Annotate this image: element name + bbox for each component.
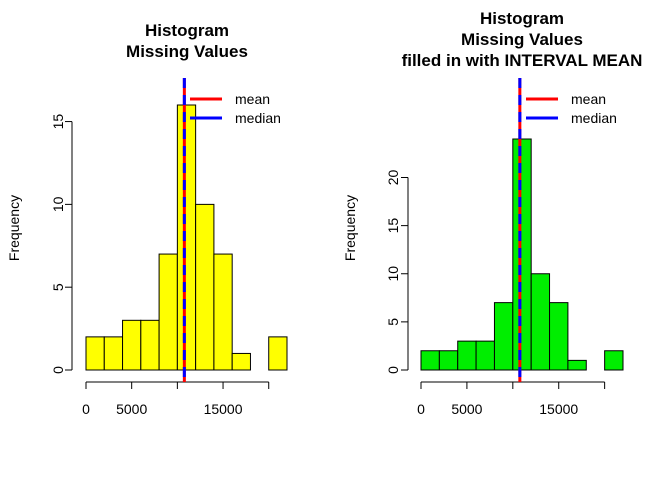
y-axis-label: Frequency bbox=[342, 195, 358, 261]
histogram-bar bbox=[103, 336, 124, 371]
histogram-bar bbox=[493, 302, 514, 371]
x-tick-label: 15000 bbox=[539, 401, 578, 417]
histogram-bar bbox=[457, 340, 477, 371]
chart-title-line: Histogram bbox=[480, 9, 564, 28]
histogram-bar bbox=[438, 350, 459, 371]
histogram-bar bbox=[475, 340, 495, 371]
x-tick-label: 0 bbox=[417, 401, 425, 417]
y-tick-label: 10 bbox=[385, 266, 401, 282]
histogram-bar bbox=[213, 253, 233, 371]
histogram-bar bbox=[158, 253, 178, 371]
y-tick-label: 10 bbox=[50, 196, 66, 212]
histogram-bar bbox=[140, 319, 160, 371]
histogram-bar bbox=[268, 336, 288, 371]
histogram-bar bbox=[549, 302, 569, 371]
x-tick-label: 5000 bbox=[451, 401, 482, 417]
histogram-bar bbox=[420, 350, 440, 371]
y-axis-label: Frequency bbox=[6, 195, 22, 261]
y-tick-label: 20 bbox=[385, 170, 401, 186]
histogram-bar bbox=[512, 138, 532, 371]
y-tick-label: 0 bbox=[385, 366, 401, 374]
chart-title-line: filled in with INTERVAL MEAN bbox=[402, 51, 643, 70]
histogram-bar bbox=[231, 352, 251, 371]
legend-label-mean: mean bbox=[235, 91, 270, 107]
histogram-bar bbox=[85, 336, 105, 371]
x-tick-label: 15000 bbox=[204, 401, 243, 417]
chart-panel-1: Histogram Missing Values 0 5 10 15 Frequency 0 5… bbox=[6, 21, 288, 417]
histogram-bar bbox=[530, 273, 551, 371]
histogram-bar bbox=[195, 203, 215, 371]
chart-panel-2: Histogram Missing Values filled in with IN… bbox=[342, 9, 642, 417]
y-tick-label: 15 bbox=[50, 114, 66, 130]
y-tick-label: 5 bbox=[50, 283, 66, 291]
legend-label-mean: mean bbox=[571, 91, 606, 107]
x-tick-label: 5000 bbox=[116, 401, 147, 417]
y-tick-label: 15 bbox=[385, 218, 401, 234]
histogram-bar bbox=[567, 359, 587, 371]
histogram-bar bbox=[122, 319, 142, 371]
legend-label-median: median bbox=[571, 110, 617, 126]
histogram-bar bbox=[176, 104, 197, 371]
chart-title-line: Missing Values bbox=[126, 42, 248, 61]
legend-label-median: median bbox=[235, 110, 281, 126]
chart-title-line: Missing Values bbox=[461, 30, 583, 49]
y-tick-label: 0 bbox=[50, 366, 66, 374]
y-tick-label: 5 bbox=[385, 318, 401, 326]
histogram-bar bbox=[604, 350, 624, 371]
chart-title-line: Histogram bbox=[145, 21, 229, 40]
x-tick-label: 0 bbox=[82, 401, 90, 417]
